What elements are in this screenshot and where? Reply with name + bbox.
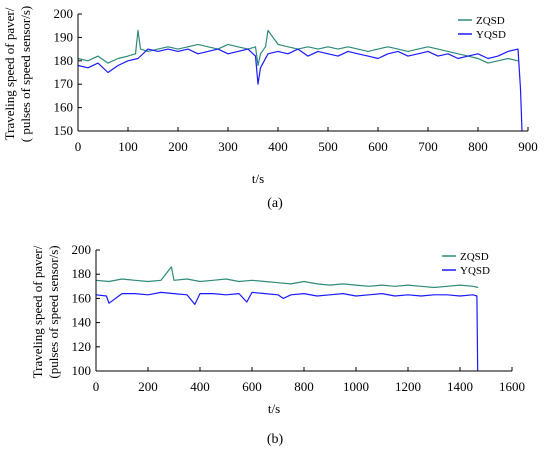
chart-b-x-tick-label: 0 [93,379,100,394]
chart-a: Traveling speed of paver/ ( pulses of sp… [2,6,538,186]
chart-a-x-tick-label: 400 [268,139,288,154]
chart-a-x-tick-label: 300 [218,139,238,154]
chart-b-y-tick-label: 140 [72,315,92,330]
caption-a: (a) [267,196,283,211]
chart-a-ylabel-line2: ( pulses of speed sensor/s) [18,6,33,142]
chart-b-legend-label-zqsd: ZQSD [460,251,489,263]
chart-a-series-zqsd [77,29,519,67]
chart-a-y-tick-label: 190 [54,29,74,44]
chart-a-legend-label-zqsd: ZQSD [476,15,505,27]
chart-a-y-tick-label: 160 [54,100,74,115]
chart-b-x-tick-label: 1400 [447,379,473,394]
chart-b-xlabel: t/s [268,401,280,416]
chart-b-y-tick-label: 120 [72,339,92,354]
chart-b-x-tick-label: 1200 [395,379,421,394]
chart-b-x-tick-label: 400 [190,379,210,394]
chart-a-x-tick-label: 900 [518,139,538,154]
chart-a-y-tick-label: 170 [54,76,74,91]
chart-b-series-yqsd [95,291,479,372]
caption-b: (b) [267,432,284,447]
chart-b-ylabel-line1: Traveling speed of paver/ [30,245,45,378]
chart-a-y-tick-label: 150 [54,123,74,138]
chart-a-series-yqsd [77,48,523,132]
chart-b-y-tick-label: 100 [72,363,92,378]
chart-b: Traveling speed of paver/ (pulses of spe… [30,242,525,416]
chart-a-y-tick-label: 180 [54,53,74,68]
chart-a-x-tick-label: 200 [168,139,188,154]
chart-b-x-tick-label: 600 [242,379,262,394]
chart-a-x-tick-label: 100 [118,139,138,154]
chart-b-y-tick-label: 200 [72,242,92,257]
chart-b-y-tick-label: 180 [72,266,92,281]
chart-a-x-tick-label: 800 [468,139,488,154]
chart-b-x-tick-label: 1600 [499,379,525,394]
chart-b-legend-label-yqsd: YQSD [460,265,490,277]
chart-b-series-zqsd [95,266,479,289]
chart-a-x-tick-label: 700 [418,139,438,154]
chart-b-ylabel-line2: (pulses of speed sensor/s) [46,245,61,378]
chart-a-y-tick-label: 200 [54,6,74,21]
chart-b-y-tick-label: 160 [72,290,92,305]
chart-b-x-tick-label: 200 [138,379,158,394]
chart-a-xlabel: t/s [252,171,264,186]
chart-a-x-tick-label: 600 [368,139,388,154]
chart-a-ylabel-line1: Traveling speed of paver/ [2,7,17,140]
chart-b-x-tick-label: 800 [294,379,314,394]
chart-a-x-tick-label: 0 [75,139,82,154]
chart-a-legend-label-yqsd: YQSD [476,29,506,41]
chart-a-x-tick-label: 500 [318,139,338,154]
chart-b-x-tick-label: 1000 [343,379,369,394]
